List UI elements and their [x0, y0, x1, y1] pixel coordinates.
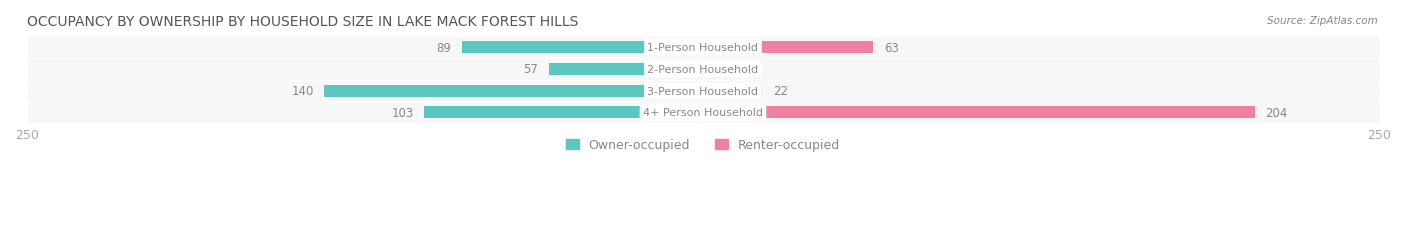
Text: 89: 89	[437, 41, 451, 54]
Text: 22: 22	[773, 85, 789, 98]
Bar	[27, 102, 1379, 124]
Text: 4+ Person Household: 4+ Person Household	[643, 108, 763, 118]
Legend: Owner-occupied, Renter-occupied: Owner-occupied, Renter-occupied	[561, 134, 845, 157]
Text: 140: 140	[291, 85, 314, 98]
Bar	[27, 59, 1379, 80]
Bar	[425, 107, 703, 119]
Bar	[27, 37, 1379, 59]
Bar	[325, 85, 703, 97]
Text: OCCUPANCY BY OWNERSHIP BY HOUSEHOLD SIZE IN LAKE MACK FOREST HILLS: OCCUPANCY BY OWNERSHIP BY HOUSEHOLD SIZE…	[27, 15, 578, 29]
Text: 103: 103	[391, 106, 413, 119]
Bar	[463, 42, 703, 54]
Text: 1-Person Household: 1-Person Household	[648, 43, 758, 53]
Text: 204: 204	[1265, 106, 1288, 119]
Bar	[703, 85, 762, 97]
Text: 63: 63	[884, 41, 898, 54]
Bar	[548, 64, 703, 76]
Bar	[27, 80, 1379, 102]
Text: Source: ZipAtlas.com: Source: ZipAtlas.com	[1267, 16, 1378, 26]
Bar	[703, 42, 873, 54]
Text: 2-Person Household: 2-Person Household	[647, 64, 759, 74]
Text: 57: 57	[523, 63, 538, 76]
Text: 0: 0	[714, 63, 721, 76]
Text: 3-Person Household: 3-Person Household	[648, 86, 758, 96]
Bar	[703, 107, 1254, 119]
